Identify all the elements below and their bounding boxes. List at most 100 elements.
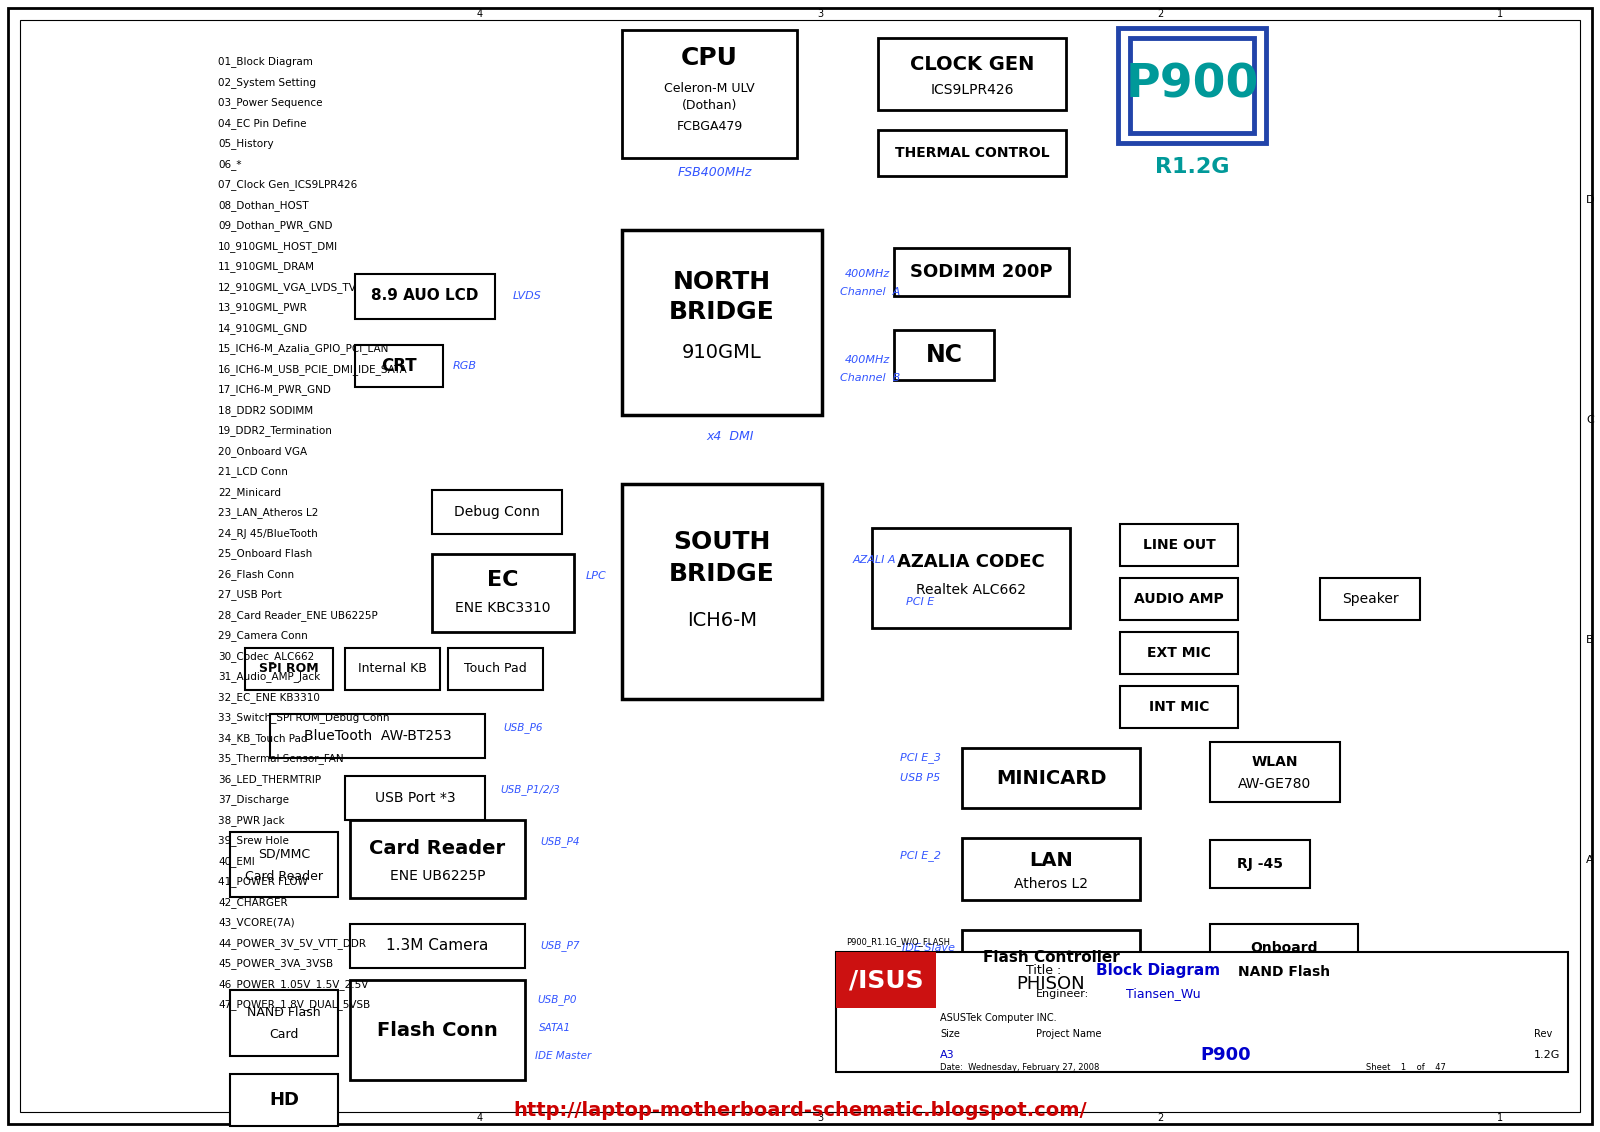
Text: 24_RJ 45/BlueTooth: 24_RJ 45/BlueTooth bbox=[218, 528, 318, 539]
Text: LVDS: LVDS bbox=[512, 291, 541, 301]
Text: 47_POWER_1.8V_DUAL_5VSB: 47_POWER_1.8V_DUAL_5VSB bbox=[218, 1000, 370, 1011]
Bar bbox=[894, 331, 994, 380]
Text: CPU: CPU bbox=[682, 46, 738, 70]
Text: 28_Card Reader_ENE UB6225P: 28_Card Reader_ENE UB6225P bbox=[218, 610, 378, 621]
Text: WLAN: WLAN bbox=[1251, 755, 1298, 769]
Bar bbox=[355, 274, 494, 319]
Bar bbox=[245, 648, 333, 691]
Text: P900_R1.1G_W/O_FLASH: P900_R1.1G_W/O_FLASH bbox=[846, 937, 950, 946]
Text: BlueTooth  AW-BT253: BlueTooth AW-BT253 bbox=[304, 729, 451, 743]
Bar bbox=[230, 832, 338, 897]
Text: Card: Card bbox=[269, 1028, 299, 1040]
Text: Debug Conn: Debug Conn bbox=[454, 505, 539, 518]
Text: AZALI A: AZALI A bbox=[853, 555, 896, 565]
Text: 05_History: 05_History bbox=[218, 138, 274, 149]
Text: SODIMM 200P: SODIMM 200P bbox=[910, 263, 1053, 281]
Text: Channel  A: Channel A bbox=[840, 288, 901, 297]
Text: FSB400MHz: FSB400MHz bbox=[677, 166, 752, 180]
Text: 27_USB Port: 27_USB Port bbox=[218, 590, 282, 600]
Text: 8.9 AUO LCD: 8.9 AUO LCD bbox=[371, 289, 478, 303]
Text: Project Name: Project Name bbox=[1037, 1029, 1101, 1039]
Text: 09_Dothan_PWR_GND: 09_Dothan_PWR_GND bbox=[218, 221, 333, 231]
Text: 400MHz: 400MHz bbox=[845, 355, 890, 365]
Text: Flash Conn: Flash Conn bbox=[378, 1021, 498, 1039]
Text: 08_Dothan_HOST: 08_Dothan_HOST bbox=[218, 200, 309, 211]
Text: 3: 3 bbox=[818, 9, 822, 19]
Bar bbox=[1120, 578, 1238, 620]
Text: RGB: RGB bbox=[453, 361, 477, 371]
Text: Card Reader: Card Reader bbox=[370, 839, 506, 858]
Text: 4: 4 bbox=[477, 9, 483, 19]
Bar bbox=[350, 924, 525, 968]
Text: 1: 1 bbox=[1498, 1113, 1502, 1123]
Text: 34_KB_Touch Pad: 34_KB_Touch Pad bbox=[218, 734, 307, 744]
Text: 39_Srew Hole: 39_Srew Hole bbox=[218, 835, 290, 847]
Text: Touch Pad: Touch Pad bbox=[464, 662, 526, 676]
Text: Celeron-M ULV: Celeron-M ULV bbox=[664, 82, 755, 94]
Text: USB_P0: USB_P0 bbox=[538, 995, 576, 1005]
Text: Onboard: Onboard bbox=[1250, 941, 1318, 955]
Bar bbox=[1130, 38, 1254, 132]
Text: 33_Switch_SPI ROM_Debug Conn: 33_Switch_SPI ROM_Debug Conn bbox=[218, 712, 389, 723]
Text: 42_CHARGER: 42_CHARGER bbox=[218, 897, 288, 908]
Text: PCI E: PCI E bbox=[906, 597, 934, 607]
Text: SOUTH: SOUTH bbox=[674, 530, 771, 554]
Bar bbox=[1118, 28, 1266, 143]
Text: Sheet    1    of    47: Sheet 1 of 47 bbox=[1366, 1063, 1446, 1072]
Text: 32_EC_ENE KB3310: 32_EC_ENE KB3310 bbox=[218, 692, 320, 703]
Text: ENE KBC3310: ENE KBC3310 bbox=[456, 601, 550, 615]
Text: Internal KB: Internal KB bbox=[358, 662, 427, 676]
Text: MINICARD: MINICARD bbox=[995, 769, 1106, 788]
Text: 07_Clock Gen_ICS9LPR426: 07_Clock Gen_ICS9LPR426 bbox=[218, 180, 357, 190]
Text: BRIDGE: BRIDGE bbox=[669, 561, 774, 586]
Text: 1.3M Camera: 1.3M Camera bbox=[386, 938, 488, 953]
Text: 22_Minicard: 22_Minicard bbox=[218, 487, 282, 498]
Text: USB_P1/2/3: USB_P1/2/3 bbox=[501, 784, 560, 796]
Bar bbox=[835, 952, 936, 1007]
Text: 13_910GML_PWR: 13_910GML_PWR bbox=[218, 302, 307, 314]
Text: P900: P900 bbox=[1200, 1046, 1251, 1064]
Text: 01_Block Diagram: 01_Block Diagram bbox=[218, 57, 314, 68]
Bar bbox=[432, 554, 574, 632]
Text: AW-GE780: AW-GE780 bbox=[1238, 777, 1312, 791]
Text: 41_POWER FLOW: 41_POWER FLOW bbox=[218, 876, 307, 887]
Text: 2: 2 bbox=[1157, 9, 1163, 19]
Text: IDE Master: IDE Master bbox=[534, 1050, 590, 1061]
Text: USB P5: USB P5 bbox=[899, 773, 941, 783]
Text: FCBGA479: FCBGA479 bbox=[677, 120, 742, 132]
Bar bbox=[355, 345, 443, 387]
Text: NAND Flash: NAND Flash bbox=[1238, 964, 1330, 979]
Text: 37_Discharge: 37_Discharge bbox=[218, 795, 290, 806]
Text: ASUSTek Computer INC.: ASUSTek Computer INC. bbox=[941, 1013, 1056, 1023]
Text: USB_P6: USB_P6 bbox=[504, 722, 542, 734]
Bar bbox=[1120, 686, 1238, 728]
Text: 46_POWER_1.05V_1.5V_2.5V: 46_POWER_1.05V_1.5V_2.5V bbox=[218, 979, 368, 990]
Text: AUDIO AMP: AUDIO AMP bbox=[1134, 592, 1224, 606]
Text: http://laptop-motherboard-schematic.blogspot.com/: http://laptop-motherboard-schematic.blog… bbox=[514, 1100, 1086, 1120]
Text: 21_LCD Conn: 21_LCD Conn bbox=[218, 466, 288, 478]
Text: 30_Codec_ALC662: 30_Codec_ALC662 bbox=[218, 651, 314, 662]
Text: Date:  Wednesday, February 27, 2008: Date: Wednesday, February 27, 2008 bbox=[941, 1063, 1099, 1072]
Bar bbox=[1120, 524, 1238, 566]
Bar bbox=[350, 980, 525, 1080]
Text: NC: NC bbox=[925, 343, 963, 367]
Bar bbox=[270, 714, 485, 758]
Bar bbox=[872, 528, 1070, 628]
Text: 19_DDR2_Termination: 19_DDR2_Termination bbox=[218, 426, 333, 437]
Text: Channel  B: Channel B bbox=[840, 374, 901, 383]
Text: A3: A3 bbox=[941, 1050, 955, 1060]
Text: 03_Power Sequence: 03_Power Sequence bbox=[218, 97, 323, 109]
Text: HD: HD bbox=[269, 1091, 299, 1109]
Text: /ISUS: /ISUS bbox=[848, 968, 923, 992]
Bar bbox=[346, 648, 440, 691]
Text: P900: P900 bbox=[1125, 63, 1259, 108]
Text: NAND Flash: NAND Flash bbox=[246, 1005, 322, 1019]
Bar bbox=[622, 230, 822, 415]
Text: x4  DMI: x4 DMI bbox=[706, 430, 754, 444]
Text: LAN: LAN bbox=[1029, 850, 1074, 869]
Text: 1: 1 bbox=[1498, 9, 1502, 19]
Text: A: A bbox=[1586, 855, 1594, 865]
Bar bbox=[230, 990, 338, 1056]
Text: 2: 2 bbox=[1157, 1113, 1163, 1123]
Text: 23_LAN_Atheros L2: 23_LAN_Atheros L2 bbox=[218, 507, 318, 518]
